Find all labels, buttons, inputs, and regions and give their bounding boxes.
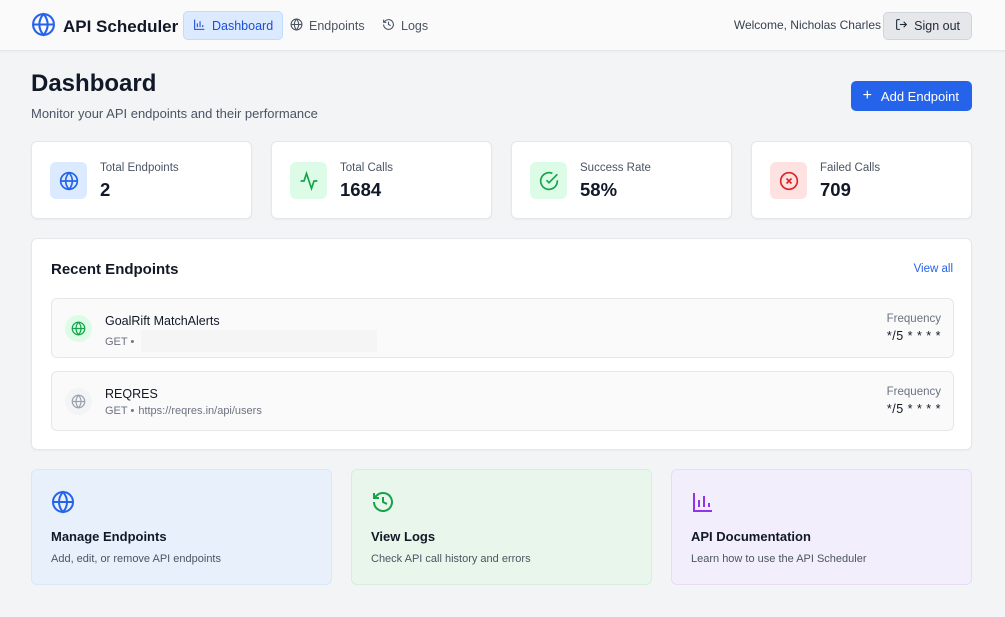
frequency-label: Frequency [886, 386, 941, 398]
endpoint-row[interactable]: GoalRift MatchAlerts GET • Frequency */5… [51, 298, 954, 358]
api-documentation-card[interactable]: API Documentation Learn how to use the A… [671, 469, 972, 585]
stat-card-total-calls: Total Calls 1684 [271, 141, 492, 219]
stat-value: 1684 [340, 179, 382, 200]
x-circle-icon [770, 162, 807, 199]
bar-chart-icon [691, 490, 715, 519]
page-title: Dashboard [31, 70, 157, 97]
globe-icon [31, 12, 56, 42]
card-title: API Documentation [691, 529, 811, 544]
view-all-link[interactable]: View all [913, 263, 953, 275]
nav-item-label: Logs [401, 18, 429, 33]
card-title: Manage Endpoints [51, 529, 167, 544]
recent-endpoints-panel: Recent Endpoints View all GoalRift Match… [31, 238, 972, 450]
app-title: API Scheduler [63, 17, 179, 36]
globe-icon [65, 315, 92, 342]
sign-out-button[interactable]: Sign out [883, 12, 972, 40]
card-description: Learn how to use the API Scheduler [691, 553, 867, 565]
stat-label: Success Rate [580, 162, 651, 174]
top-navbar: API Scheduler Dashboard Endpoints Logs W… [0, 0, 1005, 51]
history-icon [382, 18, 401, 34]
nav-item-logs[interactable]: Logs [373, 11, 437, 40]
globe-icon [290, 17, 309, 34]
endpoint-name: GoalRift MatchAlerts [105, 314, 220, 328]
activity-icon [290, 162, 327, 199]
endpoint-method: GET • [105, 405, 135, 417]
stat-value: 2 [100, 179, 111, 200]
add-endpoint-button[interactable]: + Add Endpoint [850, 81, 972, 111]
endpoint-url: GET • https://reqres.in/api/users [105, 405, 262, 417]
check-circle-icon [530, 162, 567, 199]
welcome-text: Welcome, Nicholas Charles [733, 18, 881, 32]
stat-label: Total Calls [340, 162, 394, 174]
plus-icon: + [862, 87, 872, 104]
endpoint-url-value: https://reqres.in/api/users [138, 405, 262, 417]
stat-value: 58% [580, 179, 618, 200]
endpoint-name: REQRES [105, 387, 158, 401]
stat-value: 709 [820, 179, 851, 200]
nav-item-dashboard[interactable]: Dashboard [183, 11, 284, 40]
nav-item-endpoints[interactable]: Endpoints [281, 11, 374, 40]
sign-out-label: Sign out [914, 19, 960, 33]
stat-card-failed-calls: Failed Calls 709 [751, 141, 972, 219]
brand[interactable]: API Scheduler [31, 12, 178, 42]
globe-icon [50, 162, 87, 199]
frequency-value: */5 * * * * [886, 402, 941, 416]
history-icon [371, 490, 395, 519]
globe-icon [65, 388, 92, 415]
card-description: Check API call history and errors [371, 553, 531, 565]
endpoint-method: GET • [105, 336, 135, 348]
card-title: View Logs [371, 529, 436, 544]
frequency-value: */5 * * * * [886, 329, 941, 343]
log-out-icon [895, 18, 914, 34]
card-description: Add, edit, or remove API endpoints [51, 553, 221, 565]
section-title: Recent Endpoints [51, 261, 179, 278]
stat-card-success-rate: Success Rate 58% [511, 141, 732, 219]
endpoint-row[interactable]: REQRES GET • https://reqres.in/api/users… [51, 371, 954, 431]
add-endpoint-label: Add Endpoint [880, 88, 959, 104]
nav-item-label: Endpoints [309, 18, 365, 33]
stat-card-total-endpoints: Total Endpoints 2 [31, 141, 252, 219]
globe-icon [51, 490, 75, 519]
endpoint-url-value [141, 330, 378, 352]
stat-label: Total Endpoints [100, 162, 179, 174]
bar-chart-icon [193, 18, 212, 34]
endpoint-url: GET • [105, 330, 378, 352]
view-logs-card[interactable]: View Logs Check API call history and err… [351, 469, 652, 585]
manage-endpoints-card[interactable]: Manage Endpoints Add, edit, or remove AP… [31, 469, 332, 585]
page-subtitle: Monitor your API endpoints and their per… [31, 106, 318, 121]
frequency-label: Frequency [886, 313, 941, 325]
nav-item-label: Dashboard [212, 18, 274, 33]
stat-label: Failed Calls [820, 162, 881, 174]
